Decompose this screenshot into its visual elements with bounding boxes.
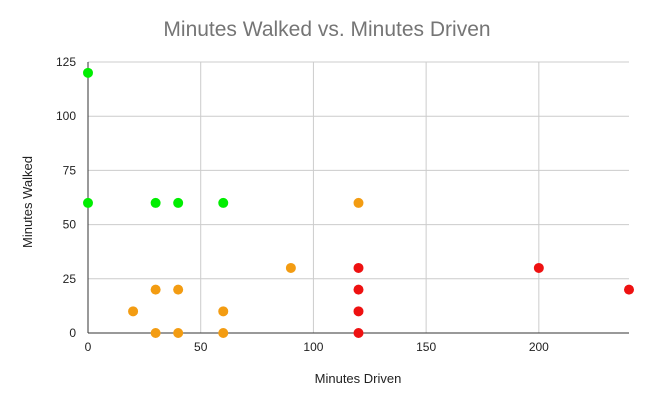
y-tick-label: 0 <box>69 326 76 340</box>
data-point <box>218 197 229 208</box>
data-point <box>353 197 364 208</box>
data-point <box>218 306 229 317</box>
y-tick-label: 125 <box>56 55 76 69</box>
x-tick-label: 50 <box>194 340 208 354</box>
y-axis-label: Minutes Walked <box>20 156 35 248</box>
data-point <box>83 67 93 78</box>
y-tick-label: 25 <box>63 272 77 286</box>
data-point <box>128 306 139 317</box>
x-tick-label: 200 <box>529 340 549 354</box>
data-points <box>83 67 634 338</box>
y-tick-label: 50 <box>63 218 77 232</box>
data-point <box>173 328 184 338</box>
data-point <box>83 197 93 208</box>
data-point <box>353 284 364 295</box>
data-point <box>150 197 161 208</box>
chart-title: Minutes Walked vs. Minutes Driven <box>163 18 490 41</box>
x-tick-label: 0 <box>85 340 92 354</box>
data-point <box>353 306 364 317</box>
data-point <box>150 284 161 295</box>
data-point <box>173 284 184 295</box>
tick-labels: 0 25 50 75 100 125 0 50 100 150 200 <box>56 55 549 354</box>
x-tick-label: 150 <box>416 340 436 354</box>
data-point <box>353 262 364 273</box>
data-point <box>624 284 634 295</box>
data-point <box>533 262 544 273</box>
data-point <box>353 328 364 338</box>
data-point <box>218 328 229 338</box>
data-point <box>285 262 296 273</box>
data-point <box>173 197 184 208</box>
y-tick-label: 100 <box>56 109 76 123</box>
data-point <box>150 328 161 338</box>
x-tick-label: 100 <box>303 340 323 354</box>
x-axis-label: Minutes Driven <box>315 371 402 386</box>
y-tick-label: 75 <box>63 163 77 177</box>
gridlines <box>88 61 629 333</box>
